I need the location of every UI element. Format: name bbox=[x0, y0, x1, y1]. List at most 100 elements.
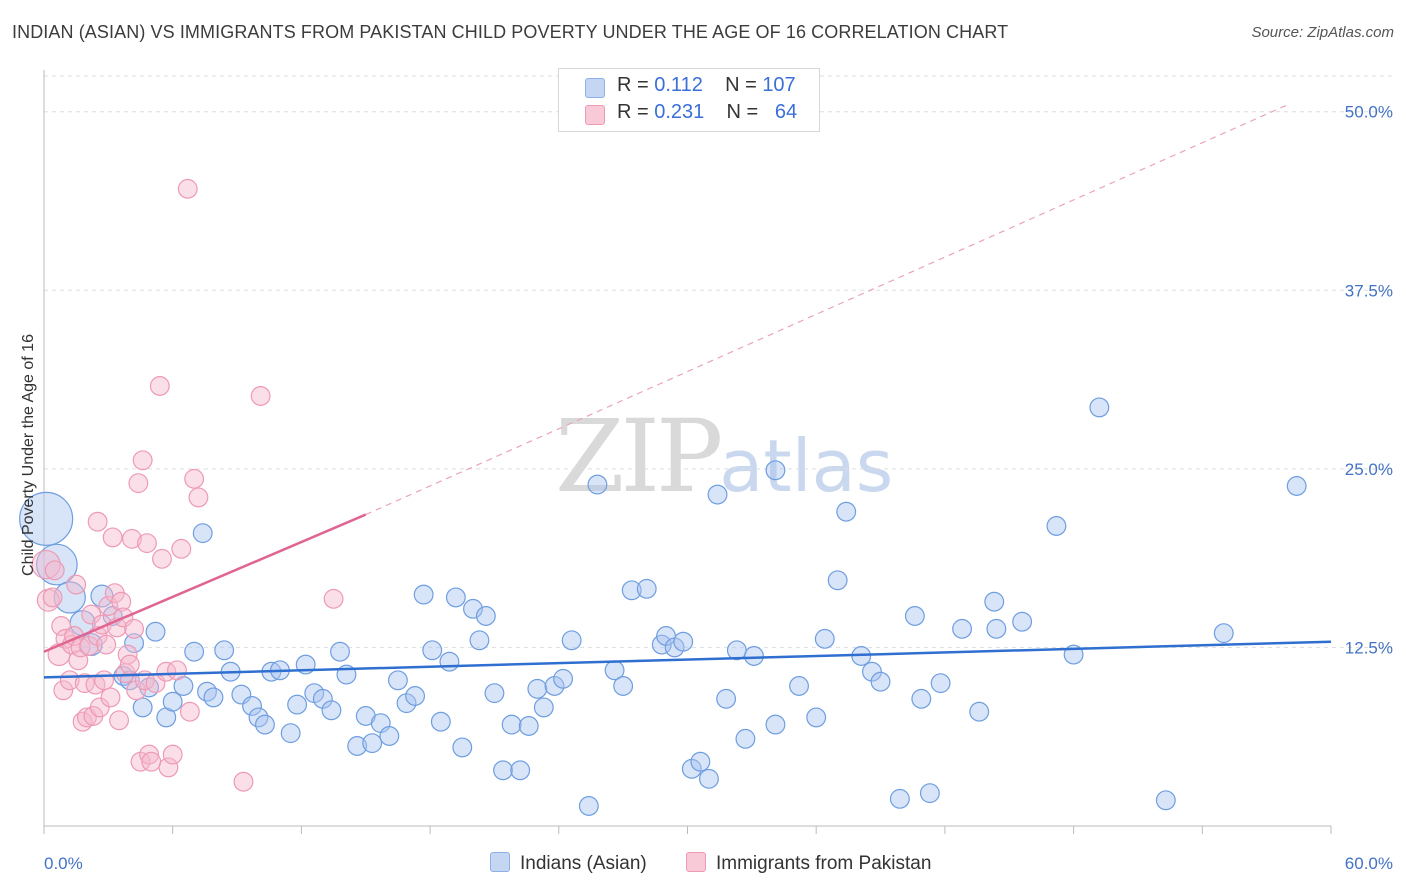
x-axis-ticks bbox=[43, 826, 1332, 834]
indians-point bbox=[145, 621, 166, 642]
pakistan-point bbox=[177, 178, 198, 199]
legend-r-label: R = bbox=[617, 74, 649, 96]
trend-lines bbox=[43, 104, 1332, 679]
indians-point bbox=[930, 673, 951, 694]
pakistan-point bbox=[184, 468, 205, 489]
indians-point bbox=[984, 591, 1005, 612]
y-axis-label: Child Poverty Under the Age of 16 bbox=[20, 334, 37, 576]
pakistan-point bbox=[81, 604, 102, 625]
chart-title: INDIAN (ASIAN) VS IMMIGRANTS FROM PAKIST… bbox=[12, 22, 1009, 42]
indians-point bbox=[214, 640, 235, 661]
legend-swatch-pakistan bbox=[585, 105, 605, 125]
pakistan-point bbox=[323, 588, 344, 609]
pakistan-point bbox=[188, 487, 209, 508]
indians-point bbox=[280, 723, 301, 744]
pakistan-point bbox=[98, 596, 119, 616]
y-tick-label: 12.5% bbox=[1345, 638, 1393, 657]
indians-point bbox=[716, 688, 737, 709]
indians-point bbox=[578, 796, 599, 816]
pakistan-point bbox=[53, 680, 74, 701]
legend-n-value: 107 bbox=[762, 74, 796, 96]
indians-point bbox=[493, 760, 513, 781]
y-tick-label: 25.0% bbox=[1345, 460, 1393, 479]
indians-point bbox=[518, 716, 539, 736]
watermark-zip: ZIP bbox=[555, 398, 723, 515]
pakistan-point bbox=[124, 618, 145, 639]
indians-point bbox=[321, 700, 342, 721]
indians-point bbox=[673, 631, 694, 652]
legend-swatch-indians bbox=[585, 78, 605, 98]
indians-point bbox=[347, 736, 368, 756]
indians-point bbox=[1213, 623, 1234, 644]
x-tick-label-max: 60.0% bbox=[1345, 854, 1393, 873]
indians-point bbox=[405, 686, 426, 706]
indians-point bbox=[765, 714, 786, 735]
pakistan-point bbox=[74, 673, 95, 694]
indians-point bbox=[387, 670, 408, 691]
indians-point bbox=[501, 714, 522, 735]
indians-point bbox=[192, 523, 213, 544]
pakistan-point bbox=[44, 560, 65, 581]
indians-point bbox=[1155, 790, 1176, 811]
pakistan-point bbox=[152, 548, 172, 569]
indians-point bbox=[132, 697, 153, 718]
correlation-legend: R = 0.112 N = 107 R = 0.231 N = 64 bbox=[558, 68, 820, 132]
pakistan-point bbox=[139, 744, 160, 765]
indians-point bbox=[330, 641, 350, 662]
indians-point bbox=[969, 701, 990, 722]
pakistan-trend-extension bbox=[365, 104, 1289, 516]
pakistan-point bbox=[167, 660, 187, 681]
indians-point bbox=[952, 618, 973, 639]
indians-point bbox=[469, 630, 490, 651]
indians-point bbox=[986, 618, 1007, 639]
indians-point bbox=[422, 640, 443, 661]
indians-point bbox=[203, 687, 224, 708]
legend-r-label: R = bbox=[617, 101, 649, 123]
indians-point bbox=[690, 751, 711, 772]
indians-point bbox=[911, 688, 932, 709]
indians-point bbox=[636, 578, 657, 599]
pakistan-point bbox=[128, 473, 149, 494]
indians-point bbox=[1046, 516, 1067, 536]
pakistan-point bbox=[156, 661, 177, 682]
indians-point bbox=[287, 694, 308, 715]
indians-point bbox=[862, 661, 882, 682]
indians-point bbox=[889, 788, 910, 809]
series-indians-asian bbox=[19, 397, 1307, 816]
indians-point bbox=[699, 768, 719, 789]
bottom-legend-swatch-indians bbox=[490, 852, 510, 872]
indians-point bbox=[463, 598, 483, 619]
indians-point bbox=[445, 587, 466, 608]
indians-point bbox=[184, 641, 205, 662]
legend-r-value: 0.231 bbox=[654, 101, 705, 123]
indians-point bbox=[439, 651, 460, 672]
indians-point bbox=[561, 630, 582, 651]
pakistan-point bbox=[141, 751, 162, 772]
pakistan-point bbox=[117, 644, 138, 665]
indians-point bbox=[162, 691, 183, 712]
bottom-legend-indians: Indians (Asian) bbox=[490, 852, 647, 875]
pakistan-point bbox=[96, 634, 117, 655]
pakistan-point bbox=[158, 757, 179, 778]
bottom-legend-label-pakistan: Immigrants from Pakistan bbox=[716, 853, 932, 874]
pakistan-point bbox=[111, 591, 132, 612]
indians-point bbox=[765, 460, 786, 481]
pakistan-point bbox=[233, 771, 254, 792]
pakistan-point bbox=[70, 637, 91, 658]
pakistan-point bbox=[31, 549, 61, 580]
pakistan-point bbox=[87, 511, 108, 532]
pakistan-point bbox=[102, 527, 123, 548]
watermark-atlas: atlas bbox=[719, 424, 894, 508]
source-label: Source: ZipAtlas.com bbox=[1251, 24, 1394, 41]
legend-n-label: N = bbox=[725, 74, 757, 96]
pakistan-point bbox=[162, 744, 183, 765]
indians-point bbox=[553, 668, 574, 689]
pakistan-point bbox=[68, 650, 89, 671]
indians-point bbox=[254, 714, 275, 735]
pakistan-point bbox=[121, 528, 142, 549]
indians-trend-line bbox=[43, 640, 1332, 679]
indians-point bbox=[587, 474, 608, 495]
bottom-legend-swatch-pakistan bbox=[686, 852, 706, 872]
indians-point bbox=[53, 581, 86, 614]
axes bbox=[43, 70, 1331, 827]
